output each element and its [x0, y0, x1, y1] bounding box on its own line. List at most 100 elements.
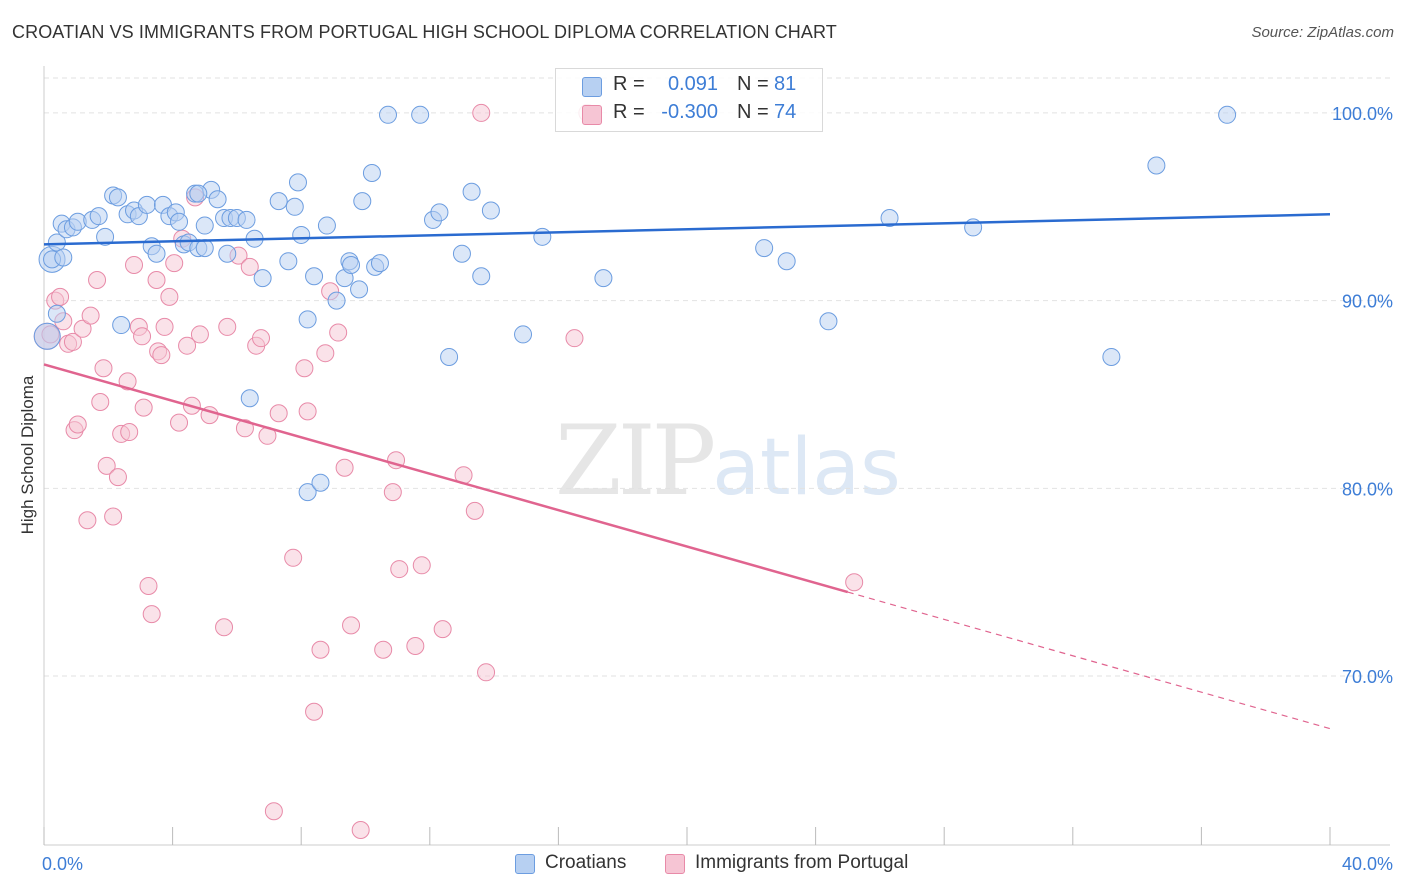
data-point-portugal — [298, 402, 317, 421]
data-point-portugal — [374, 640, 393, 659]
data-point-portugal — [118, 372, 137, 391]
data-point-croatian — [411, 105, 430, 124]
trend-line-portugal — [43, 363, 849, 594]
data-point-portugal — [305, 702, 324, 721]
data-point-croatian — [285, 197, 304, 216]
data-point-croatian — [288, 173, 307, 192]
data-point-croatian — [317, 216, 336, 235]
data-point-portugal — [134, 398, 153, 417]
data-point-portugal — [139, 576, 158, 595]
data-point-croatian — [147, 244, 166, 263]
watermark-atlas: atlas — [712, 423, 901, 513]
data-point-portugal — [329, 323, 348, 342]
data-point-croatian — [462, 182, 481, 201]
data-point-portugal — [335, 458, 354, 477]
data-point-croatian — [379, 105, 398, 124]
data-point-croatian — [440, 347, 459, 366]
trend-line-croatian — [43, 213, 1331, 246]
data-point-croatian — [353, 192, 372, 211]
trend-line-portugal-extrapolated — [847, 591, 1331, 730]
data-point-portugal — [295, 359, 314, 378]
data-point-croatian — [195, 239, 214, 258]
data-point-croatian — [189, 184, 208, 203]
data-point-portugal — [390, 560, 409, 579]
data-point-croatian — [880, 209, 899, 228]
data-point-croatian — [472, 267, 491, 286]
legend-n-label: N = — [737, 101, 769, 123]
data-point-croatian — [170, 212, 189, 231]
legend-n-value: 81 — [774, 73, 797, 95]
data-point-croatian — [195, 216, 214, 235]
data-point-portugal — [63, 332, 82, 351]
data-point-croatian — [292, 225, 311, 244]
data-point-portugal — [178, 336, 197, 355]
data-point-croatian — [47, 304, 66, 323]
data-point-portugal — [412, 556, 431, 575]
legend-swatch-pink — [582, 105, 602, 125]
y-tick-label: 90.0% — [1342, 292, 1393, 312]
data-point-croatian — [108, 188, 127, 207]
data-point-portugal — [133, 327, 152, 346]
data-point-croatian — [777, 252, 796, 271]
data-point-croatian — [89, 207, 108, 226]
data-point-portugal — [155, 317, 174, 336]
legend: R = 0.091 N = 81 R = -0.300 N = 74 — [555, 68, 823, 132]
x-tick-label: 40.0% — [1342, 854, 1393, 874]
data-point-portugal — [342, 616, 361, 635]
data-point-croatian — [350, 280, 369, 299]
data-point-portugal — [190, 325, 209, 344]
data-point-croatian — [755, 239, 774, 258]
data-point-portugal — [147, 270, 166, 289]
data-point-portugal — [165, 254, 184, 273]
legend-r-label: R = — [613, 73, 645, 95]
data-point-croatian — [481, 201, 500, 220]
data-point-portugal — [120, 423, 139, 442]
data-point-portugal — [311, 640, 330, 659]
data-point-portugal — [235, 419, 254, 438]
bottom-legend-swatch-blue — [515, 854, 535, 874]
data-point-portugal — [269, 404, 288, 423]
data-point-croatian — [311, 473, 330, 492]
data-point-croatian — [240, 389, 259, 408]
data-point-croatian — [327, 291, 346, 310]
data-point-croatian — [279, 252, 298, 271]
data-point-portugal — [472, 103, 491, 122]
data-point-portugal — [845, 573, 864, 592]
data-point-croatian — [430, 203, 449, 222]
data-point-croatian — [1218, 105, 1237, 124]
data-point-portugal — [104, 507, 123, 526]
data-point-croatian — [342, 255, 361, 274]
data-point-portugal — [316, 344, 335, 363]
bottom-legend-label: Croatians — [545, 852, 627, 873]
data-point-croatian — [1102, 347, 1121, 366]
data-point-croatian — [237, 210, 256, 229]
legend-swatch-blue — [582, 77, 602, 97]
data-point-croatian — [819, 312, 838, 331]
data-point-croatian — [253, 269, 272, 288]
data-point-portugal — [284, 548, 303, 567]
chart-title: CROATIAN VS IMMIGRANTS FROM PORTUGAL HIG… — [12, 22, 837, 42]
data-point-portugal — [218, 317, 237, 336]
data-point-croatian — [370, 254, 389, 273]
data-point-portugal — [406, 637, 425, 656]
legend-r-value: 0.091 — [667, 73, 718, 95]
source-note: Source: ZipAtlas.com — [1251, 24, 1394, 41]
y-tick-label: 80.0% — [1342, 479, 1393, 499]
data-point-portugal — [240, 257, 259, 276]
data-point-portugal — [477, 663, 496, 682]
data-point-croatian — [1147, 156, 1166, 175]
data-point-portugal — [565, 329, 584, 348]
data-point-portugal — [78, 511, 97, 530]
watermark: ZIPatlas — [555, 405, 901, 517]
x-tick-label: 0.0% — [42, 854, 83, 874]
data-point-portugal — [252, 329, 271, 348]
data-point-croatian — [218, 244, 237, 263]
data-point-croatian — [362, 163, 381, 182]
data-point-portugal — [51, 287, 70, 306]
data-point-croatian — [112, 316, 131, 335]
data-point-portugal — [88, 270, 107, 289]
data-point-croatian — [208, 190, 227, 209]
legend-n-value: 74 — [774, 101, 797, 123]
data-point-portugal — [142, 605, 161, 624]
